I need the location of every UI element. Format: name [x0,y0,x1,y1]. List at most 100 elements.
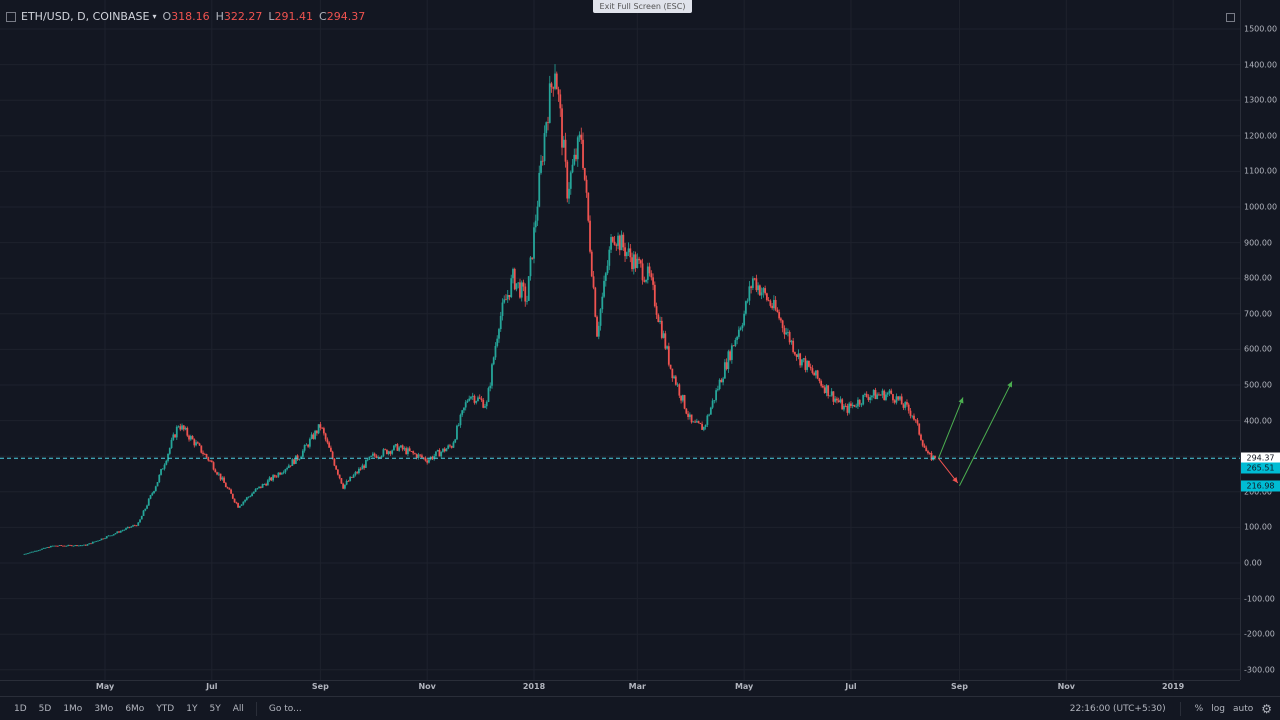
candle-body [520,282,523,298]
candle-body [53,545,56,547]
chart-legend: ETH/USD, D, COINBASE ▾ O 318.16 H 322.27 L… [6,10,365,23]
candle-body [781,320,784,329]
candle-body [744,301,747,314]
candle-body [172,434,175,440]
candle-body [457,425,460,426]
candle-body [606,265,609,274]
square-icon[interactable] [6,11,16,22]
clock-label[interactable]: 22:16:00 (UTC+5:30) [1069,703,1166,714]
candle-body [370,455,373,457]
candle-body [564,139,567,162]
candle-body [452,442,455,448]
candle-body [386,449,388,455]
candle-body [576,137,579,160]
candle-body [214,469,217,473]
candle-body [541,160,544,162]
candle-body [806,360,809,370]
percent-toggle[interactable]: % [1194,703,1204,714]
candle-body [925,447,928,452]
candle-body [666,346,668,349]
candle-body [508,294,511,298]
candle-body [874,389,877,400]
log-toggle[interactable]: log [1211,703,1225,714]
candle-body [871,395,873,398]
candle-body [801,359,803,366]
candle-body [568,188,570,199]
candle-body [510,278,513,298]
candle-body [128,526,131,528]
candle-body [513,268,516,290]
square-icon[interactable] [1226,13,1235,22]
price-axis[interactable]: 1500.00 1400.00 1300.00 1200.00 1100.00 1000.… [1240,0,1280,680]
range-button-1d[interactable]: 1D [14,703,27,714]
candle-body [808,360,810,367]
close-value: 294.37 [326,10,366,23]
open-value: 318.16 [171,10,210,23]
arrow-head [1007,381,1013,388]
range-button-all[interactable]: All [232,703,244,714]
candle-body [109,535,112,537]
candle-body [49,545,52,548]
price-tick-label: 700.00 [1244,309,1272,319]
arrow-head [952,477,958,483]
candle-body [611,237,614,242]
candle-body [125,528,127,530]
candle-body [72,545,75,547]
goto-button[interactable]: Go to... [268,703,302,714]
low-label: L [268,10,275,23]
candle-body [198,443,201,446]
candle-body [699,422,702,425]
candle-body [529,257,532,277]
candle-body [794,352,796,355]
price-tick-label: 1400.00 [1244,60,1278,70]
candle-body [195,442,197,446]
auto-toggle[interactable]: auto [1232,703,1254,714]
candle-body [470,396,472,399]
range-button-6mo[interactable]: 6Mo [125,703,145,714]
candle-body [98,540,101,541]
candle-body [762,288,765,293]
range-button-5y[interactable]: 5Y [209,703,221,714]
candle-body [580,134,583,140]
candle-body [428,459,430,463]
candle-body [251,493,253,497]
range-button-ytd[interactable]: YTD [156,703,175,714]
chart-canvas[interactable] [0,0,1240,680]
price-tick-label: 500.00 [1244,380,1272,390]
candle-body [480,398,483,400]
candle-body [415,454,418,459]
symbol-label[interactable]: ETH/USD, D, COINBASE [21,10,150,23]
range-buttons: 1D 5D 1Mo 3Mo 6Mo YTD 1Y 5Y All [0,704,250,714]
candle-body [589,220,591,252]
gear-icon[interactable]: ⚙ [1261,701,1272,716]
time-axis[interactable]: May Jul Sep Nov 2018 Mar May Jul Sep Nov 2019 [0,680,1240,696]
candle-body [357,468,360,474]
candle-body [879,394,882,396]
candle-body [890,390,893,395]
candlestick-chart[interactable] [0,0,1240,680]
candle-body [906,402,908,405]
candle-body [273,475,276,477]
candle-body [545,122,548,134]
candle-body [718,379,721,390]
caret-down-icon[interactable]: ▾ [152,12,157,21]
range-button-3mo[interactable]: 3Mo [94,703,114,714]
candle-body [927,451,929,454]
candle-body [41,548,43,550]
exit-fullscreen-button[interactable]: Exit Full Screen (ESC) [593,0,692,13]
candle-body [224,482,227,488]
range-button-1y[interactable]: 1Y [186,703,198,714]
candle-body [118,531,120,533]
candle-body [527,276,530,301]
range-button-1mo[interactable]: 1Mo [63,703,83,714]
candle-body [599,309,602,326]
candle-body [184,427,187,430]
candle-body [531,257,534,259]
candle-body [167,453,169,461]
candle-body [177,426,180,428]
candle-body [321,427,324,429]
candle-body [373,453,376,456]
candle-body [356,472,359,474]
range-button-5d[interactable]: 5D [38,703,52,714]
price-tick-label: 100.00 [1244,522,1272,532]
